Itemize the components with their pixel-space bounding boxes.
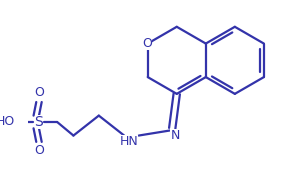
- Text: O: O: [34, 144, 44, 157]
- Text: O: O: [34, 86, 44, 100]
- Text: O: O: [142, 37, 152, 50]
- Text: N: N: [170, 129, 180, 142]
- Text: S: S: [35, 115, 43, 129]
- Text: HN: HN: [119, 135, 138, 148]
- Text: HO: HO: [0, 115, 15, 128]
